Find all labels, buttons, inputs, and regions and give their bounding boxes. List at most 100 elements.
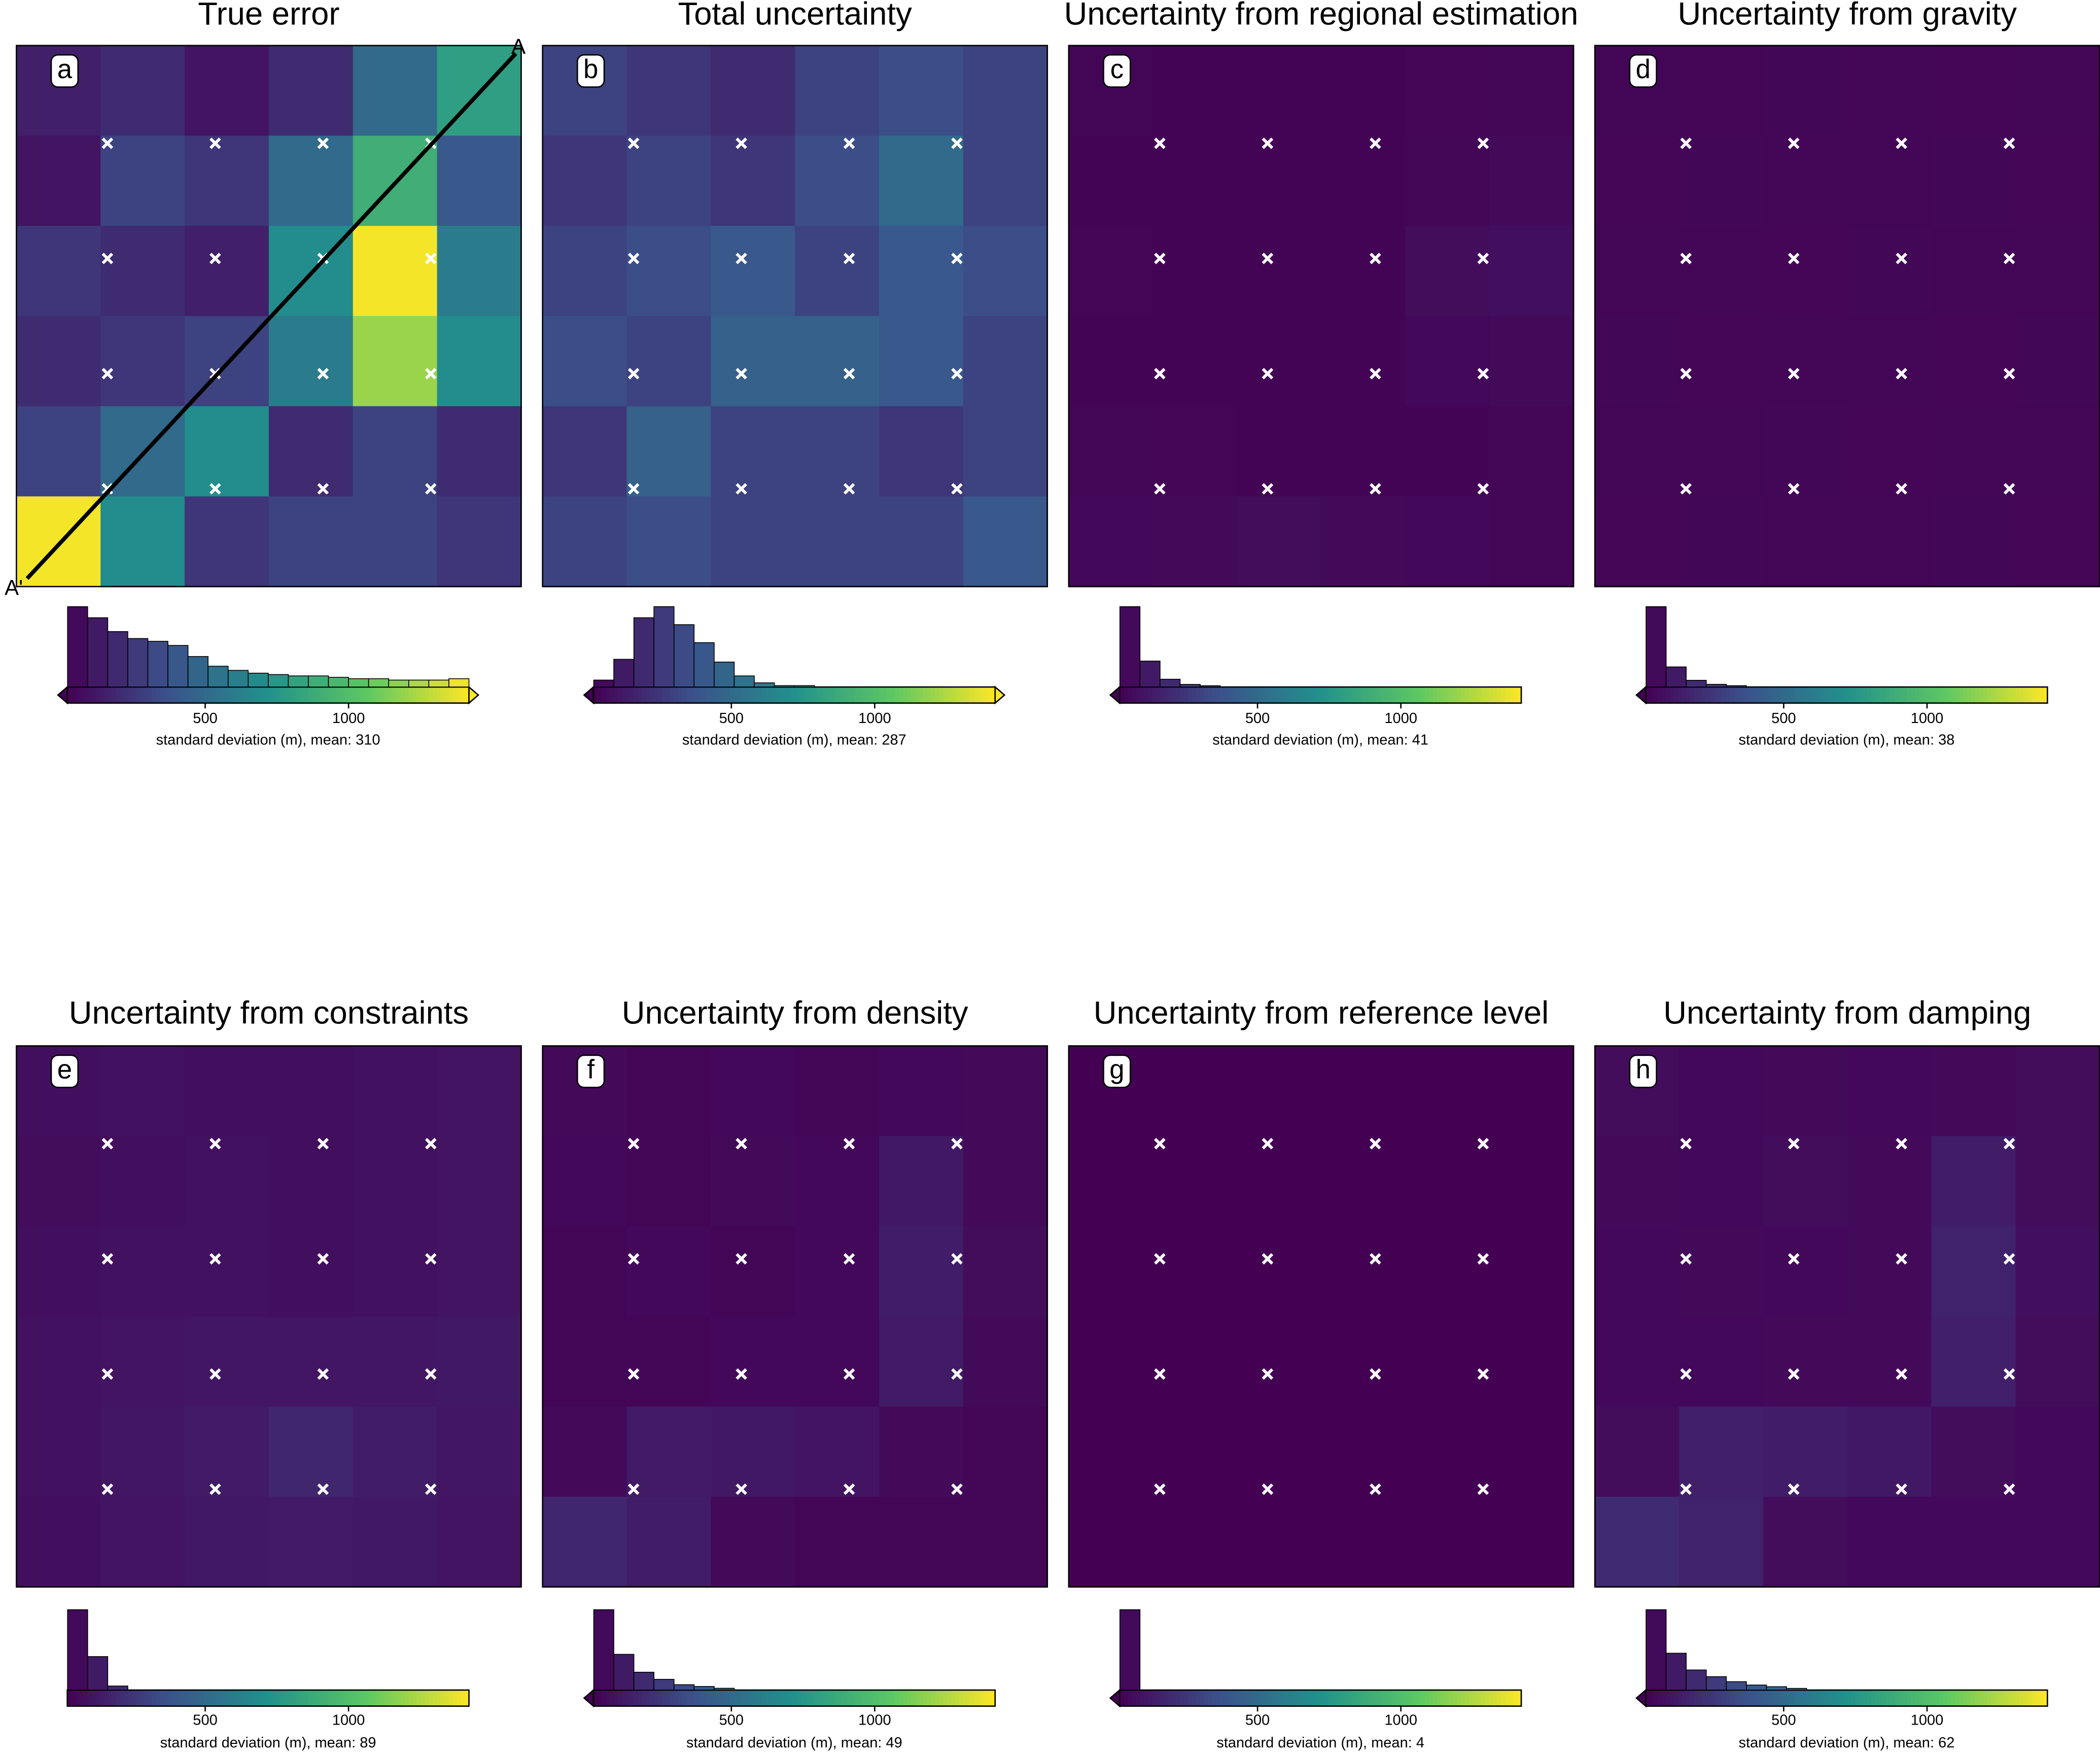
constraint-marker [317,1253,329,1265]
colorbar-step [1778,1690,1783,1706]
colorbar-step [1774,1690,1779,1706]
heatmap-cell [879,1136,964,1227]
colorbar-step [1654,687,1659,703]
colorbar-step [1690,687,1695,703]
heatmap-cell [1763,226,1848,317]
colorbar-step [1995,687,2000,703]
colorbar-step [782,1690,787,1706]
heatmap-cell [1595,226,1680,317]
heatmap-cell [963,1316,1048,1407]
constraint-marker [1680,1253,1692,1265]
colorbar-step [107,1690,112,1706]
colorbar-step [938,1690,943,1706]
colorbar-step [601,687,606,703]
constraint-marker [209,1368,221,1380]
colorbar-step [1670,687,1674,703]
colorbar-step [778,687,783,703]
colorbar-step [1770,687,1775,703]
heatmap-cell [1679,1316,1764,1407]
colorbar-step [1405,1690,1410,1706]
colorbar-step [360,687,365,703]
heatmap-cell [963,1496,1048,1588]
colorbar-step [340,687,345,703]
colorbar-step [1320,687,1325,703]
colorbar-step [372,687,377,703]
constraint-marker [1788,368,1800,380]
colorbar-step [1726,687,1731,703]
colorbar-step [689,1690,694,1706]
constraint-marker [1477,138,1489,149]
colorbar-step [718,1690,723,1706]
colorbar-step [1288,1690,1293,1706]
colorbar-step [352,1690,357,1706]
colorbar-step [1517,1690,1522,1706]
colorbar-step [1870,687,1875,703]
heatmap-cell [100,135,186,227]
constraint-marker [951,1138,963,1150]
colorbar-step [437,687,441,703]
colorbar-step [1967,687,1972,703]
colorbar-label: standard deviation (m), mean: 287 [682,732,906,748]
colorbar-step [1690,1690,1695,1706]
colorbar-step [1673,1690,1678,1706]
heatmap-cell [711,135,796,227]
colorbar-step [1139,1690,1144,1706]
constraint-marker [1262,368,1274,380]
heatmap-cell [1595,1496,1680,1588]
heatmap-cell [1152,316,1238,407]
colorbar-step [645,1690,650,1706]
colorbar-step [364,687,369,703]
colorbar-step [1425,687,1429,703]
heatmap-cell [437,1226,522,1317]
constraint-marker [1370,1138,1381,1150]
colorbar-step [389,1690,393,1706]
colorbar-step [1461,1690,1466,1706]
colorbar-step [1119,687,1124,703]
colorbar-step [750,1690,755,1706]
panel-letter-box [1103,54,1131,88]
colorbar-step [794,687,799,703]
colorbar-step [148,687,152,703]
colorbar-step [1445,687,1450,703]
colorbar-step [433,687,437,703]
constraint-marker [101,1368,114,1380]
colorbar-step [1501,687,1506,703]
constraint-marker [317,483,329,495]
histogram-bar [248,672,269,688]
colorbar-step [1497,1690,1502,1706]
colorbar-step [159,687,164,703]
colorbar-step [1183,687,1188,703]
heatmap-cell [2015,1406,2100,1498]
colorbar-step [368,1690,373,1706]
colorbar-step [830,1690,835,1706]
colorbar-step [1931,687,1936,703]
colorbar-step [452,687,458,703]
map-frame [1068,1045,1574,1588]
colorbar-step [1196,1690,1201,1706]
colorbar-step [754,1690,759,1706]
profile-label: A [511,35,526,58]
colorbar-step [1156,1690,1161,1706]
colorbar-step [151,1690,156,1706]
constraint-marker [2003,1368,2015,1380]
colorbar-step [1437,687,1442,703]
colorbar-step [1280,1690,1285,1706]
colorbar-step [854,687,859,703]
colorbar-step [1204,1690,1209,1706]
heatmap-cell [2015,135,2100,227]
colorbar-step [220,1690,225,1706]
colorbar-step [91,687,96,703]
colorbar-step [927,687,931,703]
colorbar-step [806,687,811,703]
colorbar-step [1172,687,1176,703]
heatmap-cell [1763,316,1848,407]
colorbar-step [99,1690,104,1706]
colorbar-step [1895,1690,1900,1706]
colorbar-step [1790,687,1795,703]
panel-letter-box [576,1054,605,1088]
colorbar-step [1380,1690,1385,1706]
panel-title: Uncertainty from regional estimation [1064,0,1579,31]
colorbar-step [155,1690,160,1706]
constraint-marker [843,1138,855,1150]
colorbar-step [328,1690,333,1706]
